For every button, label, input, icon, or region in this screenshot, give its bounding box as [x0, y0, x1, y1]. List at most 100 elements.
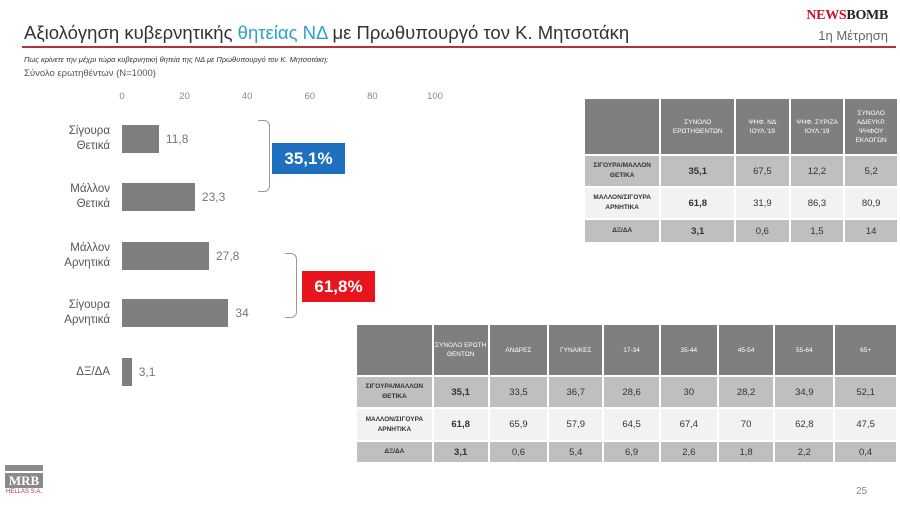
measurement-label: 1η Μέτρηση: [818, 28, 888, 43]
cell: 35,1: [659, 154, 737, 188]
positive-total-badge: 35,1%: [272, 143, 345, 174]
cell: 12,2: [788, 154, 846, 188]
negative-total-badge: 61,8%: [302, 271, 375, 302]
cell: 28,2: [716, 375, 776, 409]
cell: 3,1: [431, 440, 490, 464]
column-header: ΑΝΔΡΕΣ: [487, 323, 550, 377]
column-header: ΣΥΝΟΛΟ ΕΡΩΤΗΘΕΝΤΩΝ: [659, 97, 737, 156]
cell: 0,6: [734, 218, 791, 244]
cell: 0,4: [833, 440, 898, 464]
bar: [122, 242, 209, 270]
row-label: ΔΞ/ΔΑ: [355, 440, 434, 464]
row-label: ΔΞ/ΔΑ: [582, 218, 662, 244]
negative-bracket: [285, 253, 297, 318]
column-header: [582, 97, 662, 156]
sample-base: Σύνολο ερωτηθέντων (N=1000): [24, 68, 156, 79]
column-header: ΨΗΦ. ΣΥΡΙΖΑ ΙΟΥΛ.'19: [788, 97, 846, 156]
cell: 5,2: [843, 154, 899, 188]
cell: 61,8: [659, 186, 737, 220]
vote-breakdown-table: ΣΥΝΟΛΟ ΕΡΩΤΗΘΕΝΤΩΝ ΨΗΦ. ΝΔ ΙΟΥΛ.'19 ΨΗΦ. Σ…: [582, 97, 899, 244]
cell: 28,6: [602, 375, 661, 409]
cell: 65,9: [487, 407, 550, 442]
bar-value-label: 11,8: [165, 132, 189, 146]
cell: 30: [658, 375, 719, 409]
table-row: ΣΙΓΟΥΡΑ/ΜΑΛΛΟΝ ΘΕΤΙΚΑ 35,1 33,5 36,7 28,6 30 2…: [355, 375, 898, 409]
cell: 31,9: [734, 186, 791, 220]
newsbomb-logo: NEWSBOMB: [806, 8, 888, 23]
cell: 5,4: [547, 440, 605, 464]
cell: 6,9: [602, 440, 661, 464]
bar-value-label: 3,1: [138, 365, 156, 379]
column-header: ΣΥΝΟΛΟ ΑΔΙΕΥΚΡ. ΨΗΦΟΥ ΕΚΛΟΓΩΝ: [843, 97, 899, 156]
x-tick-label: 20: [179, 91, 190, 102]
cell: 1,5: [788, 218, 846, 244]
x-tick-label: 100: [427, 91, 443, 102]
cell: 64,5: [602, 407, 661, 442]
cell: 34,9: [773, 375, 836, 409]
x-tick-label: 80: [367, 91, 378, 102]
x-tick-label: 0: [119, 91, 125, 102]
cell: 35,1: [431, 375, 490, 409]
cell: 3,1: [659, 218, 737, 244]
category-label: Σίγουρα Αρνητικά: [64, 299, 110, 326]
cell: 86,3: [788, 186, 846, 220]
table-row: ΜΑΛΛΟΝ/ΣΙΓΟΥΡΑ ΑΡΝΗΤΙΚΑ 61,8 65,9 57,9 64,5 6…: [355, 407, 898, 442]
mrb-logo: MRB HELLAS S.A.: [5, 465, 43, 495]
category-label: ΔΞ/ΔΑ: [76, 366, 110, 378]
cell: 36,7: [547, 375, 605, 409]
column-header: 45-54: [716, 323, 776, 377]
positive-bracket: [258, 120, 270, 192]
cell: 80,9: [843, 186, 899, 220]
page-title: Αξιολόγηση κυβερνητικής θητείας ΝΔ με Πρ…: [24, 22, 629, 44]
column-header: 55-64: [773, 323, 836, 377]
cell: 67,4: [658, 407, 719, 442]
page-number: 25: [856, 486, 868, 497]
row-label: ΜΑΛΛΟΝ/ΣΙΓΟΥΡΑ ΑΡΝΗΤΙΚΑ: [582, 186, 662, 220]
demographic-breakdown-table: ΣΥΝΟΛΟ ΕΡΩΤΗ ΘΕΝΤΩΝ ΑΝΔΡΕΣ ΓΥΝΑΙΚΕΣ 17-34 35…: [355, 323, 898, 464]
category-label: Μάλλον Αρνητικά: [64, 242, 110, 269]
bar-value-label: 27,8: [216, 249, 240, 263]
table-row: ΜΑΛΛΟΝ/ΣΙΓΟΥΡΑ ΑΡΝΗΤΙΚΑ 61,8 31,9 86,3 80,9: [582, 186, 899, 220]
cell: 62,8: [773, 407, 836, 442]
cell: 2,2: [773, 440, 836, 464]
title-highlight: θητείας ΝΔ: [237, 22, 328, 43]
category-label: Μάλλον Θετικά: [70, 183, 110, 210]
bar-value-label: 23,3: [201, 190, 226, 204]
column-header: ΓΥΝΑΙΚΕΣ: [547, 323, 605, 377]
column-header: ΨΗΦ. ΝΔ ΙΟΥΛ.'19: [734, 97, 791, 156]
cell: 1,8: [716, 440, 776, 464]
row-label: ΜΑΛΛΟΝ/ΣΙΓΟΥΡΑ ΑΡΝΗΤΙΚΑ: [355, 407, 434, 442]
category-label: Σίγουρα Θετικά: [68, 125, 110, 152]
cell: 57,9: [547, 407, 605, 442]
title-text-end: με Πρωθυπουργό τον Κ. Μητσοτάκη: [327, 22, 630, 43]
column-header: 17-34: [602, 323, 661, 377]
table-row: ΔΞ/ΔΑ 3,1 0,6 1,5 14: [582, 218, 899, 244]
row-label: ΣΙΓΟΥΡΑ/ΜΑΛΛΟΝ ΘΕΤΙΚΑ: [355, 375, 434, 409]
cell: 67,5: [734, 154, 791, 188]
bar: [122, 183, 195, 211]
cell: 0,6: [487, 440, 550, 464]
bar: [122, 299, 229, 327]
column-header: [355, 323, 434, 377]
column-header: 35-44: [658, 323, 719, 377]
table-row: ΣΙΓΟΥΡΑ/ΜΑΛΛΟΝ ΘΕΤΙΚΑ 35,1 67,5 12,2 5,2: [582, 154, 899, 188]
cell: 70: [716, 407, 776, 442]
column-header: ΣΥΝΟΛΟ ΕΡΩΤΗ ΘΕΝΤΩΝ: [431, 323, 490, 377]
cell: 47,5: [833, 407, 898, 442]
bar-value-label: 34: [235, 306, 249, 320]
title-text: Αξιολόγηση κυβερνητικής: [24, 22, 238, 43]
x-tick-label: 60: [304, 91, 316, 102]
row-label: ΣΙΓΟΥΡΑ/ΜΑΛΛΟΝ ΘΕΤΙΚΑ: [582, 154, 662, 188]
bar: [122, 125, 159, 153]
bar: [122, 358, 132, 386]
cell: 33,5: [487, 375, 550, 409]
cell: 61,8: [431, 407, 490, 442]
table-row: ΔΞ/ΔΑ 3,1 0,6 5,4 6,9 2,6 1,8 2,2 0,4: [355, 440, 898, 464]
survey-question: Πως κρίνετε την μέχρι τώρα κυβερνητική θ…: [24, 55, 329, 64]
cell: 2,6: [658, 440, 719, 464]
title-divider: [22, 46, 896, 48]
x-tick-label: 40: [241, 91, 253, 102]
cell: 52,1: [833, 375, 898, 409]
cell: 14: [843, 218, 899, 244]
column-header: 65+: [833, 323, 898, 377]
